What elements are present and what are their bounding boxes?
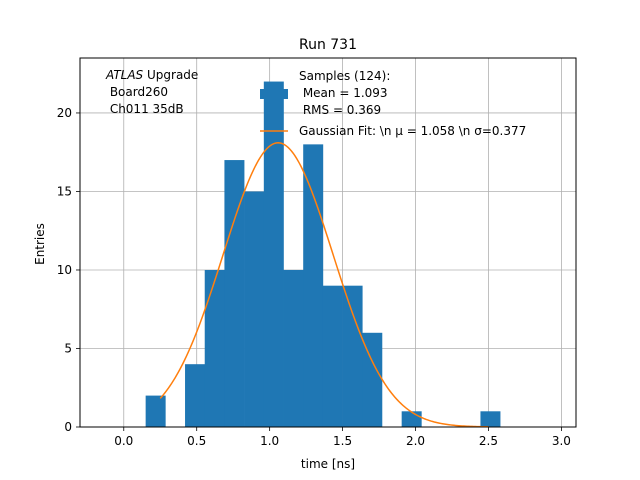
histogram-bar	[224, 160, 245, 427]
plot-area: 0.0 0.5 1.0 1.5 2.0 2.5 3.0 0 5 10 15 20	[57, 57, 577, 448]
annotation-atlas-italic: ATLAS	[105, 68, 144, 82]
legend-samples-line-3: RMS = 0.369	[299, 103, 381, 117]
y-axis-label: Entries	[33, 223, 47, 265]
histogram-bar	[244, 191, 265, 427]
y-tick-label: 0	[64, 420, 72, 434]
annotation-upgrade: Upgrade	[143, 68, 198, 82]
gaussian-fit-curve	[159, 142, 489, 428]
y-tick-label: 10	[57, 263, 72, 277]
chart-title: Run 731	[299, 37, 357, 53]
x-axis-ticks: 0.0 0.5 1.0 1.5 2.0 2.5 3.0	[114, 427, 571, 448]
histogram-bar	[283, 269, 304, 427]
x-tick-label: 2.5	[479, 434, 498, 448]
x-axis-label: time [ns]	[301, 457, 355, 471]
legend: Samples (124): Mean = 1.093 RMS = 0.369 …	[260, 69, 526, 138]
x-tick-label: 2.0	[406, 434, 425, 448]
legend-samples-patch	[260, 89, 288, 99]
y-axis-ticks: 0 5 10 15 20	[57, 106, 80, 434]
histogram-bar	[401, 411, 422, 427]
histogram-bar	[185, 364, 206, 427]
x-tick-label: 0.5	[187, 434, 206, 448]
y-tick-label: 5	[64, 341, 72, 355]
gaussian-fit-layer	[159, 142, 489, 428]
histogram-bar	[362, 332, 383, 427]
x-tick-label: 3.0	[552, 434, 571, 448]
histogram-bar	[303, 144, 324, 428]
x-tick-label: 0.0	[114, 434, 133, 448]
annotation-line-3: Ch011 35dB	[106, 102, 184, 116]
annotation-line-1: ATLAS Upgrade	[105, 68, 198, 82]
annotation-line-2: Board260	[106, 85, 168, 99]
x-tick-label: 1.0	[260, 434, 279, 448]
histogram-bar	[342, 285, 363, 427]
legend-samples-line-1: Samples (124):	[299, 69, 390, 83]
y-tick-label: 20	[57, 106, 72, 120]
x-tick-label: 1.5	[333, 434, 352, 448]
histogram-bar	[480, 411, 501, 427]
axes-frame	[79, 57, 577, 428]
histogram-bar	[322, 285, 343, 427]
atlas-annotation: ATLAS Upgrade Board260 Ch011 35dB	[105, 68, 198, 116]
legend-fit-label: Gaussian Fit: \n μ = 1.058 \n σ=0.377	[299, 124, 526, 138]
legend-samples-line-2: Mean = 1.093	[299, 86, 388, 100]
histogram-bar	[263, 81, 284, 427]
y-tick-label: 15	[57, 184, 72, 198]
histogram-bar	[145, 395, 166, 427]
histogram-bar	[204, 269, 225, 427]
histogram-bars	[145, 81, 501, 428]
